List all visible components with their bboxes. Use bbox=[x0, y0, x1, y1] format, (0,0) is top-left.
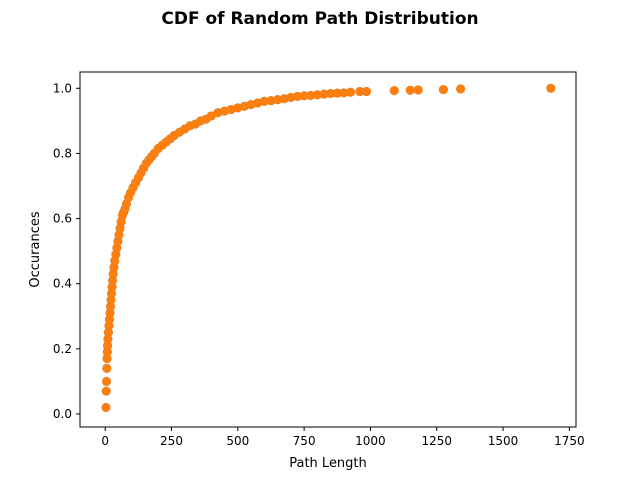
data-point bbox=[266, 96, 276, 106]
x-tick-label: 250 bbox=[160, 434, 183, 448]
y-tick-label: 1.0 bbox=[53, 81, 72, 95]
data-point bbox=[312, 90, 322, 100]
data-point bbox=[101, 386, 111, 396]
y-tick-label: 0.4 bbox=[53, 277, 72, 291]
data-point bbox=[107, 288, 117, 298]
data-point bbox=[102, 347, 112, 357]
data-point bbox=[109, 262, 119, 272]
data-points bbox=[101, 83, 556, 412]
data-point bbox=[299, 91, 309, 101]
plot-frame bbox=[79, 71, 577, 428]
data-point bbox=[106, 295, 116, 305]
data-point bbox=[405, 85, 415, 95]
x-axis-ticks: 0 250 500 750 1000 1250 1500 1750 bbox=[101, 427, 585, 448]
data-point bbox=[108, 269, 118, 279]
x-tick-label: 0 bbox=[101, 434, 109, 448]
x-axis-label: Path Length bbox=[289, 456, 367, 471]
y-tick-label: 0.0 bbox=[53, 407, 72, 421]
data-point bbox=[102, 363, 112, 373]
data-point bbox=[103, 334, 113, 344]
y-axis-label: Occurances bbox=[28, 211, 43, 287]
data-point bbox=[106, 301, 116, 311]
data-point bbox=[102, 376, 112, 386]
x-tick-label: 1750 bbox=[554, 434, 585, 448]
x-tick-label: 750 bbox=[293, 434, 316, 448]
data-point bbox=[259, 96, 269, 106]
plot-area bbox=[80, 72, 576, 427]
y-axis-ticks: 0.0 0.2 0.4 0.6 0.8 1.0 bbox=[53, 81, 80, 421]
y-tick-label: 0.6 bbox=[53, 212, 72, 226]
data-point bbox=[286, 92, 296, 102]
data-point bbox=[346, 87, 356, 97]
data-point bbox=[102, 354, 112, 364]
data-point bbox=[104, 321, 114, 331]
x-tick-label: 1250 bbox=[421, 434, 452, 448]
data-point bbox=[438, 85, 448, 95]
y-tick-label: 0.2 bbox=[53, 342, 72, 356]
data-point bbox=[103, 328, 113, 338]
data-point bbox=[319, 89, 329, 99]
data-point bbox=[103, 341, 113, 351]
data-point bbox=[361, 87, 371, 97]
data-point bbox=[107, 282, 117, 292]
data-point bbox=[339, 88, 349, 98]
data-point bbox=[355, 87, 365, 97]
x-tick-label: 1500 bbox=[488, 434, 519, 448]
y-tick-label: 0.8 bbox=[53, 146, 72, 160]
data-point bbox=[105, 308, 115, 318]
data-point bbox=[332, 88, 342, 98]
data-point bbox=[108, 275, 118, 285]
data-point bbox=[273, 95, 283, 105]
data-point bbox=[101, 402, 111, 412]
data-point bbox=[413, 85, 423, 95]
data-point bbox=[546, 83, 556, 93]
data-point bbox=[326, 88, 336, 98]
x-tick-label: 500 bbox=[226, 434, 249, 448]
data-point bbox=[292, 91, 302, 101]
data-point bbox=[104, 315, 114, 325]
chart-title: CDF of Random Path Distribution bbox=[161, 9, 478, 29]
data-point bbox=[456, 84, 466, 94]
data-point bbox=[389, 86, 399, 96]
data-point bbox=[306, 90, 316, 100]
x-tick-label: 1000 bbox=[355, 434, 386, 448]
